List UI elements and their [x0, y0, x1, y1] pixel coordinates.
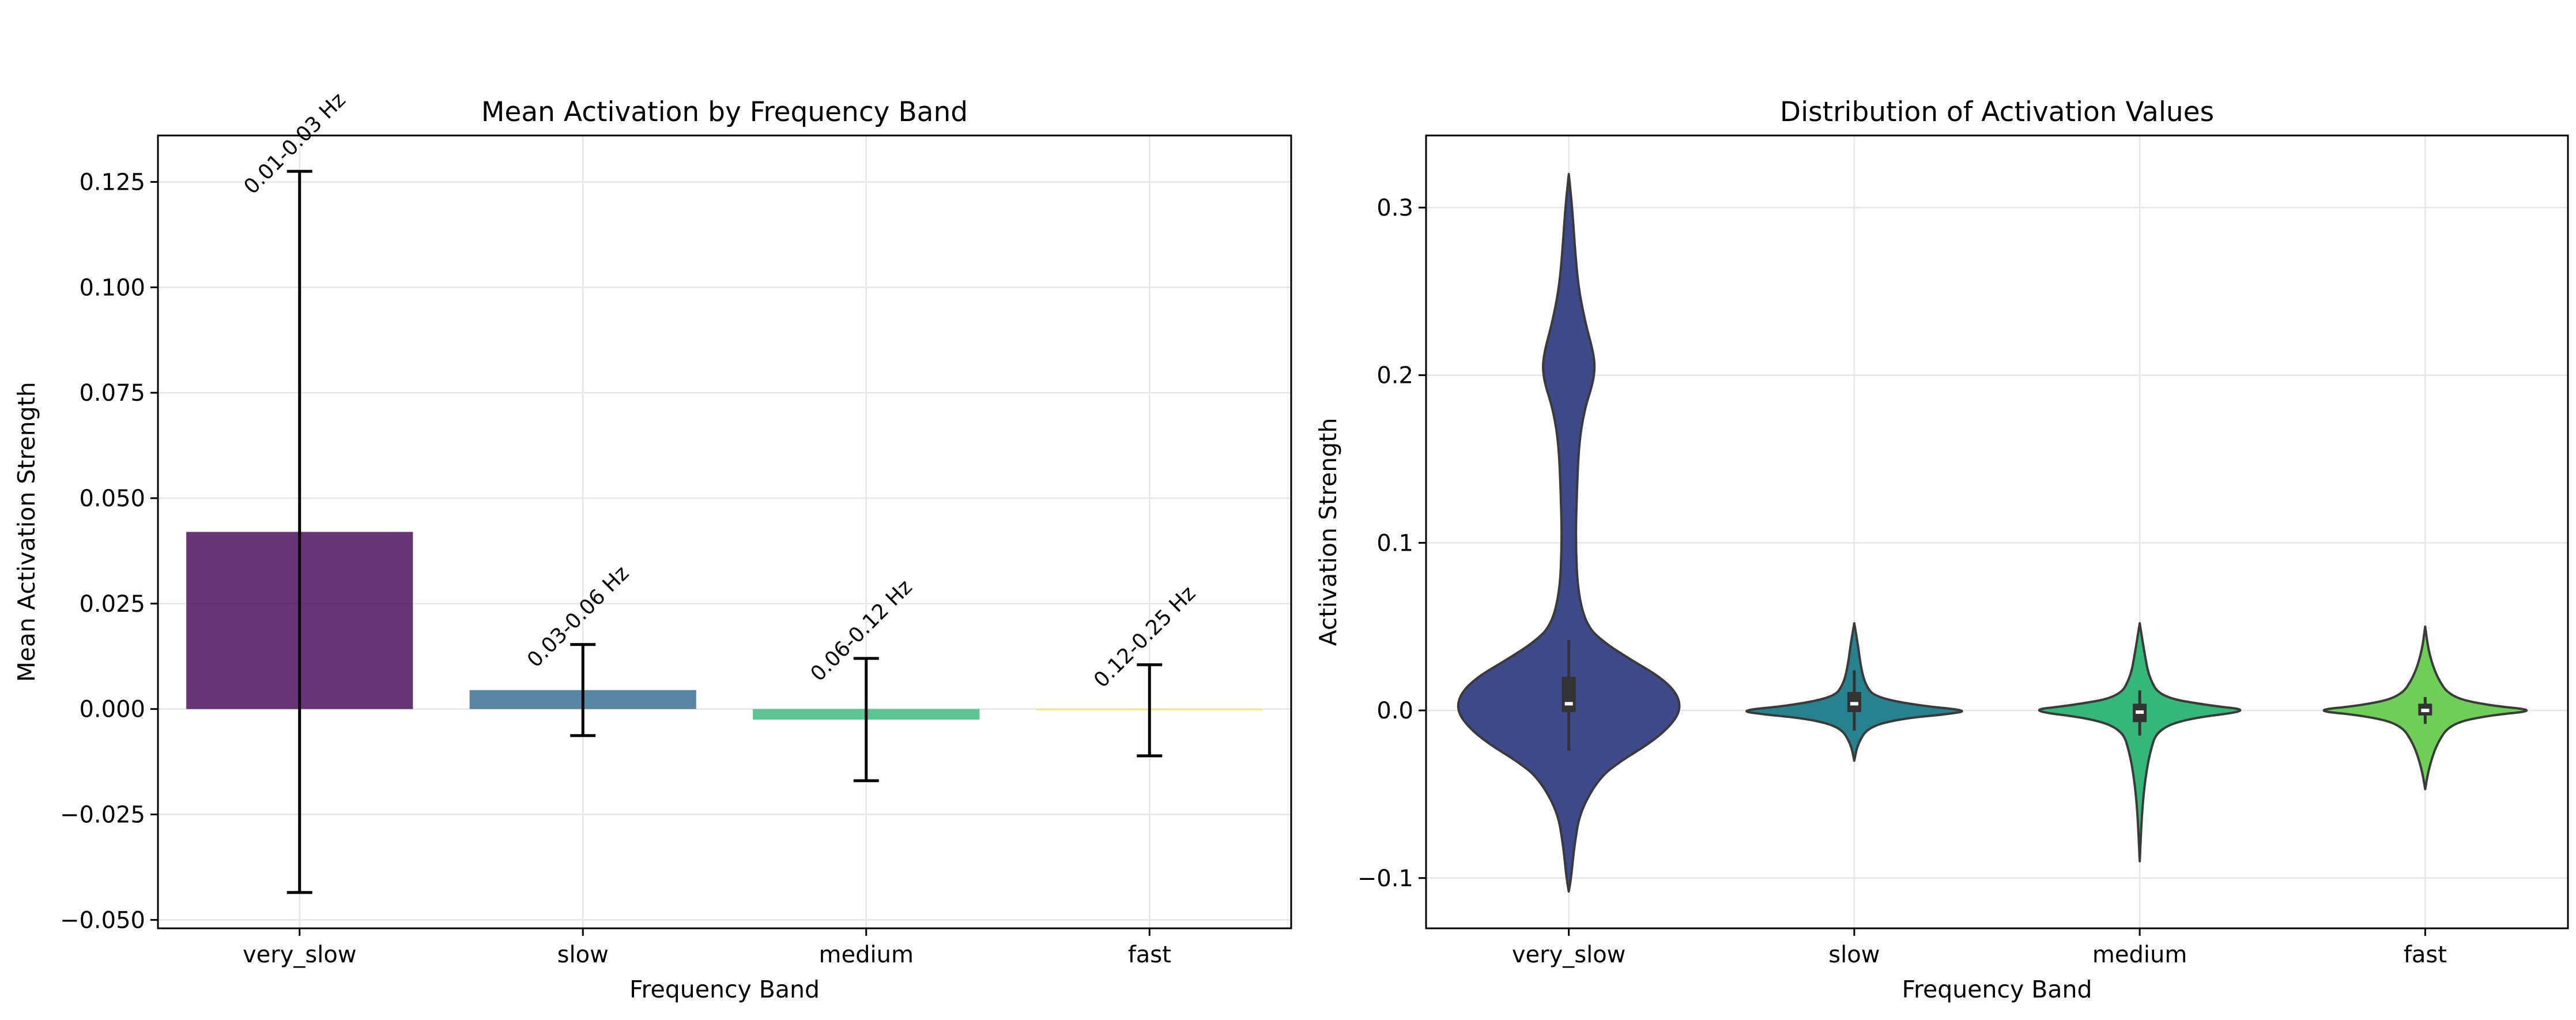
bar-chart-y-ticks: −0.050 −0.025 0.000 0.025 0.050 0.075 0.100 0.1…: [60, 169, 158, 934]
y-tick-label: 0.1: [1376, 530, 1413, 556]
y-tick-label: −0.050: [60, 907, 145, 934]
y-tick-label: 0.0: [1376, 698, 1413, 724]
y-tick-label: 0.075: [79, 380, 145, 407]
violin-chart-y-ticks: −0.1 0.0 0.1 0.2 0.3: [1357, 195, 1426, 892]
violin-very-slow: [1457, 172, 1681, 893]
error-bar-fast: [1137, 663, 1163, 758]
x-tick-label-medium: medium: [819, 942, 914, 968]
x-tick-label-slow: slow: [557, 942, 609, 968]
violin-median: [1564, 702, 1573, 706]
x-tick-label-slow: slow: [1828, 942, 1880, 968]
bar-chart-x-ticks: very_slow slow medium fast: [243, 928, 1171, 968]
bar-chart-error-bars: [286, 170, 1163, 894]
violin-slow: [1745, 622, 1963, 762]
violin-body: [2038, 622, 2242, 863]
y-tick-label: 0.050: [79, 485, 145, 512]
violin-chart-violins: [1457, 172, 2528, 893]
error-bar-slow: [570, 643, 596, 737]
x-tick-label-very-slow: very_slow: [243, 942, 357, 968]
y-tick-label: −0.1: [1357, 865, 1413, 892]
violin-median: [2136, 710, 2144, 714]
error-bar-very-slow: [286, 170, 312, 894]
y-tick-label: 0.125: [79, 169, 145, 195]
y-tick-label: 0.000: [79, 697, 145, 723]
violin-chart-panel: −0.1 0.0 0.1 0.2 0.3 very_slow slow medium fast…: [1314, 96, 2569, 1003]
violin-chart-y-axis-label: Activation Strength: [1314, 418, 1342, 646]
violin-chart-x-ticks: very_slow slow medium fast: [1512, 928, 2447, 968]
y-tick-label: 0.025: [79, 591, 145, 618]
y-tick-label: 0.100: [79, 274, 145, 301]
x-tick-label-very-slow: very_slow: [1512, 942, 1626, 968]
error-bar-medium: [853, 657, 879, 782]
violin-chart-x-axis-label: Frequency Band: [1902, 976, 2092, 1003]
bar-chart-axes-frame: [157, 134, 1292, 929]
violin-chart-title: Distribution of Activation Values: [1780, 96, 2214, 128]
y-tick-label: 0.3: [1376, 195, 1413, 221]
violin-median: [2421, 709, 2430, 713]
bar-chart-x-axis-label: Frequency Band: [629, 976, 820, 1003]
violin-fast: [2322, 625, 2528, 791]
x-tick-label-fast: fast: [1128, 942, 1171, 968]
y-tick-label: 0.2: [1376, 363, 1413, 389]
violin-chart-axes-frame: [1425, 134, 2569, 929]
y-tick-label: −0.025: [60, 802, 145, 829]
x-tick-label-medium: medium: [2092, 942, 2187, 968]
violin-medium: [2038, 622, 2242, 863]
bar-chart-title: Mean Activation by Frequency Band: [481, 96, 968, 128]
bar-chart-y-axis-label: Mean Activation Strength: [13, 382, 40, 682]
violin-median: [1850, 702, 1858, 706]
x-tick-label-fast: fast: [2404, 942, 2447, 968]
violin-body: [1457, 172, 1681, 893]
violin-iqr-box: [1562, 676, 1576, 712]
